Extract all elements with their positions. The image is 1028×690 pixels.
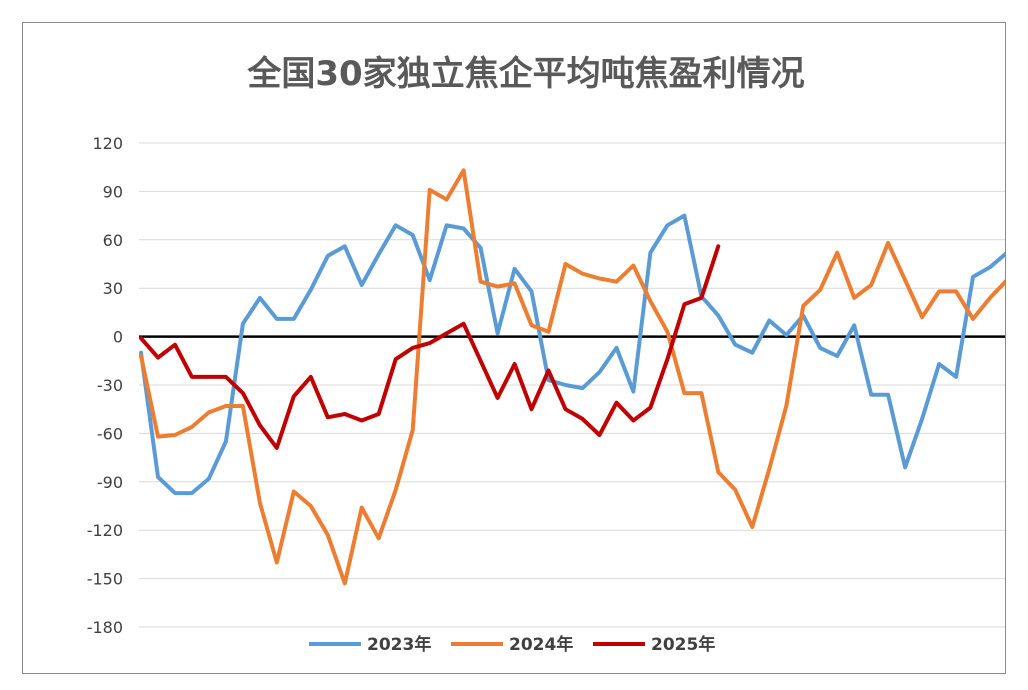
chart-title: 全国30家独立焦企平均吨焦盈利情况 — [246, 54, 804, 94]
y-tick-label: -150 — [87, 570, 123, 589]
y-tick-label: -180 — [87, 618, 123, 637]
y-tick-label: 90 — [103, 182, 123, 201]
y-tick-label: -120 — [87, 521, 123, 540]
y-axis-tick-labels: 120 90 60 30 0 -30 -60 -90 -120 -150 -180 — [87, 134, 123, 637]
y-tick-label: 120 — [92, 134, 123, 153]
legend: 2023年 2024年 2025年 — [309, 634, 715, 655]
chart-frame: 全国30家独立焦企平均吨焦盈利情况 120 90 60 30 0 -30 -60 -90 -12… — [22, 22, 1006, 674]
legend-label: 2024年 — [509, 634, 573, 655]
y-tick-label: -60 — [97, 424, 123, 443]
series-line-2 — [139, 168, 1005, 586]
series-line-1 — [139, 213, 1005, 496]
y-tick-label: -30 — [97, 376, 123, 395]
y-tick-label: 0 — [113, 328, 123, 347]
y-tick-label: 30 — [103, 279, 123, 298]
legend-label: 2023年 — [367, 634, 431, 655]
legend-label: 2025年 — [651, 634, 715, 655]
series-lines — [139, 168, 1005, 586]
y-tick-label: 60 — [103, 231, 123, 250]
y-tick-label: -90 — [97, 473, 123, 492]
series-line-3 — [139, 244, 721, 450]
line-chart: 全国30家独立焦企平均吨焦盈利情况 120 90 60 30 0 -30 -60 -90 -12… — [87, 54, 1005, 655]
